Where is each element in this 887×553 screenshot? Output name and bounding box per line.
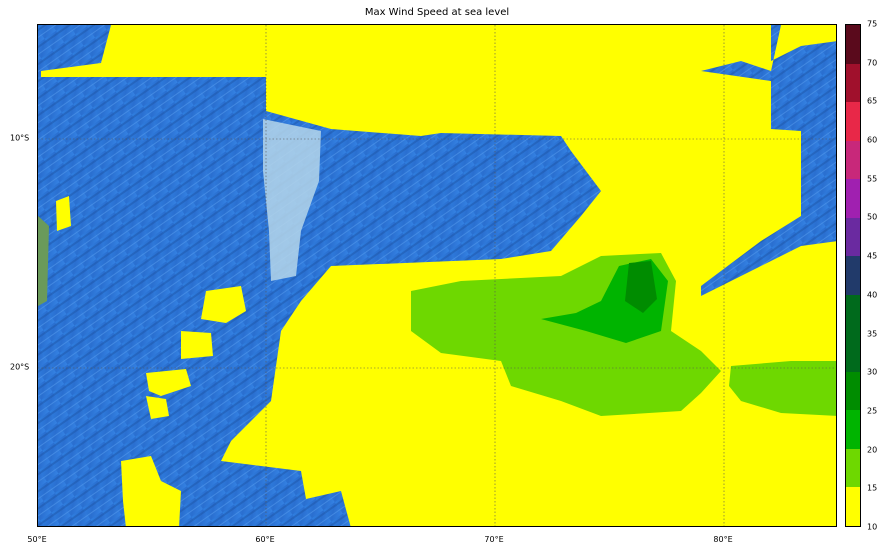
colorbar-tick-label: 15 <box>867 483 878 493</box>
colorbar-segment <box>846 102 860 141</box>
colorbar-tick-label: 65 <box>867 96 878 106</box>
island <box>201 286 246 323</box>
colorbar-tick-label: 60 <box>867 135 878 145</box>
x-tick-label: 80°E <box>713 535 733 544</box>
colorbar-segment <box>846 63 860 103</box>
island <box>181 331 213 359</box>
colorbar-tick-label: 35 <box>867 329 878 339</box>
colorbar <box>845 24 861 527</box>
colorbar-tick-label: 40 <box>867 290 878 300</box>
colorbar-segment <box>846 256 860 295</box>
wind-speed-map <box>38 25 836 526</box>
colorbar-segment <box>846 333 860 372</box>
chart-title: Max Wind Speed at sea level <box>364 7 510 18</box>
colorbar-tick-label: 50 <box>867 212 878 222</box>
gridlines <box>38 25 836 526</box>
island <box>56 196 71 231</box>
x-tick-label: 50°E <box>27 535 47 544</box>
colorbar-segment <box>846 25 860 64</box>
mascarene-plateau <box>263 119 321 281</box>
colorbar-segment <box>846 371 860 411</box>
x-tick-label: 60°E <box>255 535 275 544</box>
colorbar-segment <box>846 487 860 526</box>
colorbar-segment <box>846 410 860 449</box>
colorbar-tick-label: 45 <box>867 251 878 261</box>
colorbar-tick-label: 55 <box>867 174 878 184</box>
madagascar-edge <box>38 216 49 306</box>
island <box>146 369 191 396</box>
colorbar-tick-label: 30 <box>867 367 878 377</box>
island <box>146 396 169 419</box>
island <box>121 456 181 526</box>
colorbar-tick-label: 10 <box>867 522 878 532</box>
colorbar-segment <box>846 179 860 218</box>
wind-band-15-20 <box>729 361 836 416</box>
colorbar-segment <box>846 448 860 488</box>
colorbar-tick-label: 20 <box>867 445 878 455</box>
colorbar-tick-label: 70 <box>867 58 878 68</box>
colorbar-segment <box>846 140 860 180</box>
x-tick-label: 70°E <box>484 535 504 544</box>
colorbar-segment <box>846 294 860 334</box>
colorbar-tick-label: 75 <box>867 19 878 29</box>
y-tick-label: 10°S <box>10 133 30 143</box>
y-tick-label: 20°S <box>10 362 30 372</box>
wind-band-25-30 <box>625 261 657 313</box>
colorbar-segment <box>846 217 860 257</box>
colorbar-tick-label: 25 <box>867 406 878 416</box>
map-panel[interactable] <box>37 24 837 527</box>
